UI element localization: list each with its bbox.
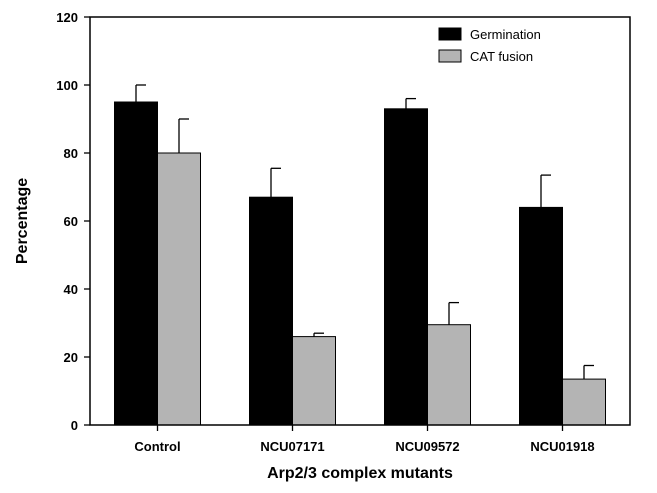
bar-cat-fusion-ncu09572: [427, 324, 471, 426]
x-tick-label: NCU01918: [530, 439, 594, 454]
error-bar: [405, 97, 416, 109]
legend-label: Germination: [470, 27, 541, 42]
bar-germination-control: [114, 101, 158, 426]
bar-germination-ncu07171: [249, 196, 293, 426]
y-tick-label: 100: [56, 78, 78, 93]
bar-germination-ncu01918: [519, 206, 563, 426]
bar-cat-fusion-control: [157, 152, 201, 426]
error-bar: [313, 332, 324, 337]
x-tick-label: Control: [134, 439, 180, 454]
y-tick-label: 120: [56, 10, 78, 25]
x-tick-label: NCU07171: [260, 439, 324, 454]
error-bar: [178, 118, 189, 153]
legend-item: Germination: [438, 27, 541, 42]
x-axis-title: Arp2/3 complex mutants: [267, 465, 453, 482]
x-axis-ticks: Control NCU07171 NCU09572 NCU01918: [134, 425, 595, 454]
legend-swatch: [438, 49, 462, 63]
error-bar: [448, 301, 459, 325]
y-tick-label: 40: [64, 282, 78, 297]
y-tick-label: 60: [64, 214, 78, 229]
x-tick-label: NCU09572: [395, 439, 459, 454]
legend: Germination CAT fusion: [438, 27, 541, 64]
error-bar: [135, 84, 146, 102]
y-tick-label: 0: [71, 418, 78, 433]
y-axis-ticks: 0 20 40 60 80 100 120: [56, 10, 90, 433]
bar-cat-fusion-ncu01918: [562, 378, 606, 426]
bar-germination-ncu09572: [384, 108, 428, 426]
bar-cat-fusion-ncu07171: [292, 336, 336, 426]
bars-layer: [114, 101, 606, 426]
error-bar: [540, 174, 551, 208]
y-tick-label: 80: [64, 146, 78, 161]
legend-item: CAT fusion: [438, 49, 533, 64]
y-axis-title: Percentage: [14, 178, 31, 264]
error-bar: [583, 364, 594, 380]
error-bar: [270, 167, 281, 198]
error-bars-layer: [135, 84, 594, 380]
y-tick-label: 20: [64, 350, 78, 365]
legend-label: CAT fusion: [470, 49, 533, 64]
legend-swatch: [438, 27, 462, 41]
